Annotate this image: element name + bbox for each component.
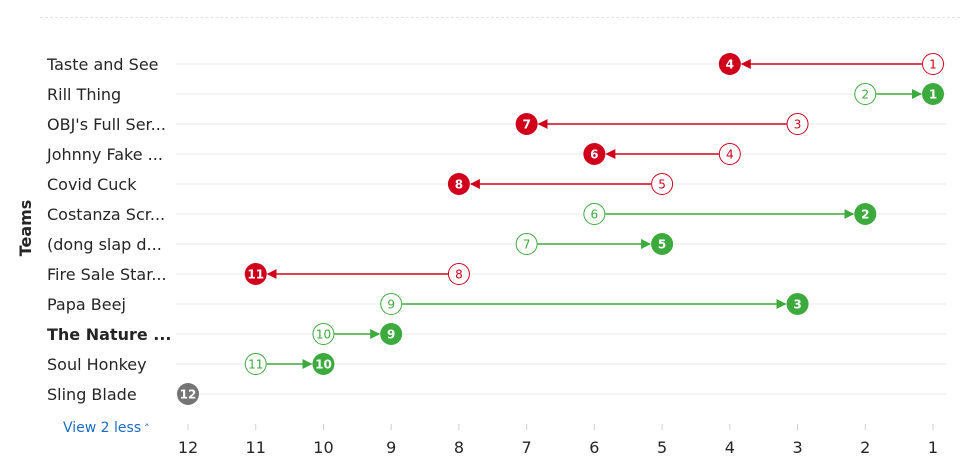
current-rank-label: 10 (315, 358, 332, 372)
current-rank-label: 6 (590, 148, 598, 162)
current-rank-label: 3 (793, 298, 801, 312)
previous-rank-label: 8 (455, 268, 463, 282)
x-tick-label: 1 (928, 438, 938, 457)
current-rank-marker (922, 83, 944, 105)
chart-rows: Taste and See 1 4 Rill Thing 2 1 OBJ's Full Se… (46, 53, 946, 405)
current-rank-marker (854, 203, 877, 225)
previous-rank-marker (922, 53, 944, 75)
x-tick-label: 10 (313, 438, 333, 457)
current-rank-marker (312, 353, 335, 375)
view-less-link[interactable]: View 2 less ˄ (63, 420, 150, 436)
previous-rank-marker (854, 83, 877, 105)
team-label: Covid Cuck (47, 175, 137, 194)
team-label: The Nature ... (47, 325, 172, 344)
current-rank-marker (447, 173, 470, 195)
previous-rank-marker (786, 113, 809, 135)
previous-rank-label: 9 (387, 298, 395, 312)
x-tick-label: 5 (657, 438, 667, 457)
previous-rank-marker (380, 293, 403, 315)
team-label: Soul Honkey (47, 355, 147, 374)
previous-rank-marker (312, 323, 335, 345)
current-rank-marker (380, 323, 403, 345)
team-label: Costanza Scr... (47, 205, 165, 224)
current-rank-label: 9 (387, 328, 395, 342)
previous-rank-marker (447, 263, 470, 285)
current-rank-label: 7 (522, 118, 530, 132)
current-rank-label: 8 (455, 178, 463, 192)
x-tick-label: 7 (522, 438, 532, 457)
previous-rank-label: 6 (591, 208, 599, 222)
current-rank-marker (177, 383, 199, 405)
team-label: OBJ's Full Ser... (47, 115, 166, 134)
x-tick-label: 12 (178, 438, 198, 457)
x-tick-label: 4 (725, 438, 735, 457)
view-less-label: View 2 less (63, 420, 142, 436)
previous-rank-marker (244, 353, 267, 375)
team-label: Fire Sale Star... (47, 265, 167, 284)
top-divider (40, 17, 960, 18)
current-rank-marker (515, 113, 538, 135)
y-axis-title: Teams (16, 200, 35, 257)
previous-rank-marker (583, 203, 606, 225)
current-rank-label: 11 (247, 268, 264, 282)
current-rank-label: 4 (726, 58, 734, 72)
x-tick-label: 11 (246, 438, 266, 457)
x-tick-label: 2 (860, 438, 870, 457)
current-rank-label: 12 (180, 388, 197, 402)
previous-rank-label: 3 (794, 118, 802, 132)
current-rank-marker (583, 143, 606, 165)
current-rank-marker (244, 263, 267, 285)
previous-rank-label: 2 (861, 88, 869, 102)
current-rank-label: 5 (658, 238, 666, 252)
team-label: Papa Beej (47, 295, 126, 314)
current-rank-marker (651, 233, 674, 255)
x-tick-label: 6 (589, 438, 599, 457)
team-label: Johnny Fake ... (46, 145, 163, 164)
team-label: Taste and See (46, 55, 159, 74)
previous-rank-label: 1 (929, 58, 937, 72)
team-label: Sling Blade (47, 385, 137, 404)
x-axis-ticks: 12 11 10 9 8 7 6 5 4 3 2 1 (178, 424, 938, 457)
team-label: (dong slap d... (47, 235, 162, 254)
previous-rank-marker (515, 233, 538, 255)
current-rank-label: 1 (929, 88, 937, 102)
x-tick-label: 8 (454, 438, 464, 457)
previous-rank-label: 4 (726, 148, 734, 162)
x-tick-label: 9 (386, 438, 396, 457)
previous-rank-marker (651, 173, 674, 195)
previous-rank-marker (718, 143, 741, 165)
x-tick-label: 3 (792, 438, 802, 457)
current-rank-marker (718, 53, 741, 75)
chevron-up-icon: ˄ (144, 422, 150, 435)
previous-rank-label: 11 (248, 358, 263, 372)
previous-rank-label: 7 (523, 238, 531, 252)
current-rank-marker (786, 293, 809, 315)
current-rank-label: 2 (861, 208, 869, 222)
previous-rank-label: 10 (316, 328, 331, 342)
previous-rank-label: 5 (658, 178, 666, 192)
team-label: Rill Thing (47, 85, 121, 104)
